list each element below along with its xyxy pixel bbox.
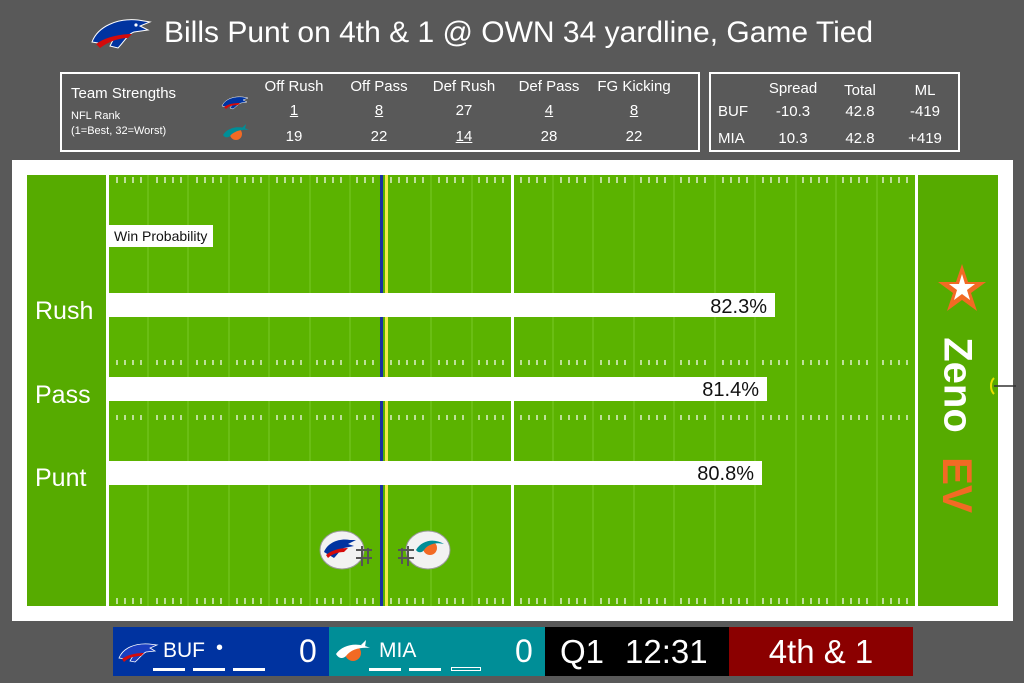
timeout-indicator: [193, 668, 225, 671]
win-probability-bar-rush: [108, 293, 775, 317]
team-strengths-panel: Team Strengths NFL Rank (1=Best, 32=Wors…: [60, 72, 700, 152]
mia-fg-kicking-rank: 22: [625, 128, 643, 145]
odds-team-mia: MIA: [718, 130, 745, 147]
buf-off-rush-rank: 1: [289, 102, 299, 119]
game-clock-box: Q1 12:31: [545, 627, 729, 676]
play-label-rush: Rush: [35, 297, 94, 325]
betting-odds-panel: Spread Total ML BUF -10.3 42.8 -419 MIA …: [709, 72, 960, 152]
mia-total: 42.8: [845, 130, 875, 147]
brand-ev-label: EV: [934, 456, 981, 514]
down-distance-box: 4th & 1: [729, 627, 913, 676]
nfl-rank-label: NFL Rank: [71, 110, 121, 122]
mia-off-pass-rank: 22: [370, 128, 388, 145]
buf-def-pass-rank: 4: [544, 102, 554, 119]
page-title: Bills Punt on 4th & 1 @ OWN 34 yardline,…: [164, 16, 874, 49]
possession-indicator: •: [216, 637, 224, 659]
win-probability-bar-punt: [108, 461, 762, 485]
win-probability-label: Win Probability: [108, 225, 214, 247]
win-probability-value-punt: 80.8%: [697, 463, 754, 485]
col-fg-kicking: FG Kicking: [597, 78, 671, 95]
timeout-indicator: [153, 668, 185, 671]
away-team-box: MIA 0: [329, 627, 545, 676]
mia-off-rush-rank: 19: [285, 128, 303, 145]
timeout-indicator: [369, 668, 401, 671]
col-ml: ML: [914, 82, 936, 99]
goal-post-icon: [990, 377, 1016, 395]
win-probability-value-rush: 82.3%: [710, 296, 767, 318]
left-endzone: [27, 175, 107, 606]
mia-def-pass-rank: 28: [540, 128, 558, 145]
timeout-indicator-used: [451, 667, 481, 671]
dolphins-logo-icon: [336, 640, 370, 661]
dolphins-helmet-icon: [398, 530, 451, 570]
col-off-rush: Off Rush: [264, 78, 324, 95]
odds-team-buf: BUF: [718, 103, 748, 120]
col-def-rush: Def Rush: [432, 78, 496, 95]
buf-ml: -419: [909, 103, 941, 120]
dolphins-logo-icon: [223, 124, 249, 140]
home-team-box: BUF • 0: [113, 627, 329, 676]
away-score: 0: [515, 633, 533, 669]
play-label-punt: Punt: [35, 464, 87, 492]
brand-zeno-label: Zeno: [935, 337, 980, 433]
play-label-pass: Pass: [35, 381, 91, 409]
timeout-indicator: [233, 668, 265, 671]
right-endzone: [917, 175, 998, 606]
quarter: Q1: [560, 633, 605, 670]
zenoev-brand-logo: [938, 264, 986, 311]
bills-logo-icon: [221, 96, 249, 110]
win-probability-value-pass: 81.4%: [702, 379, 759, 401]
team-strengths-heading: Team Strengths: [71, 85, 177, 102]
buf-fg-kicking-rank: 8: [629, 102, 639, 119]
scorebug: BUF • 0 MIA 0 Q1 12:31 4th & 1: [113, 627, 913, 676]
rank-scale-note: (1=Best, 32=Worst): [71, 125, 167, 137]
mia-spread: 10.3: [778, 130, 808, 147]
win-probability-bar-pass: [108, 377, 767, 401]
game-clock: 12:31: [625, 633, 708, 670]
home-score: 0: [299, 633, 317, 669]
buf-total: 42.8: [845, 103, 875, 120]
buf-off-pass-rank: 8: [374, 102, 384, 119]
down-distance: 4th & 1: [768, 633, 874, 670]
col-spread: Spread: [768, 80, 818, 97]
buf-spread: -10.3: [775, 103, 811, 120]
col-off-pass: Off Pass: [350, 78, 408, 95]
mia-def-rush-rank: 14: [455, 128, 473, 145]
mia-ml: +419: [908, 130, 942, 147]
col-def-pass: Def Pass: [518, 78, 580, 95]
bills-logo-icon: [91, 19, 152, 49]
bills-logo-icon: [118, 643, 159, 663]
buf-def-rush-rank: 27: [455, 102, 473, 119]
home-team-abbr: BUF: [163, 639, 205, 662]
brand-ev-text: EV: [932, 445, 982, 525]
brand-zeno-text: Zeno: [932, 330, 982, 440]
timeout-indicator: [409, 668, 441, 671]
away-team-abbr: MIA: [379, 639, 417, 662]
col-total: Total: [844, 82, 876, 99]
bills-helmet-icon: [319, 530, 372, 570]
